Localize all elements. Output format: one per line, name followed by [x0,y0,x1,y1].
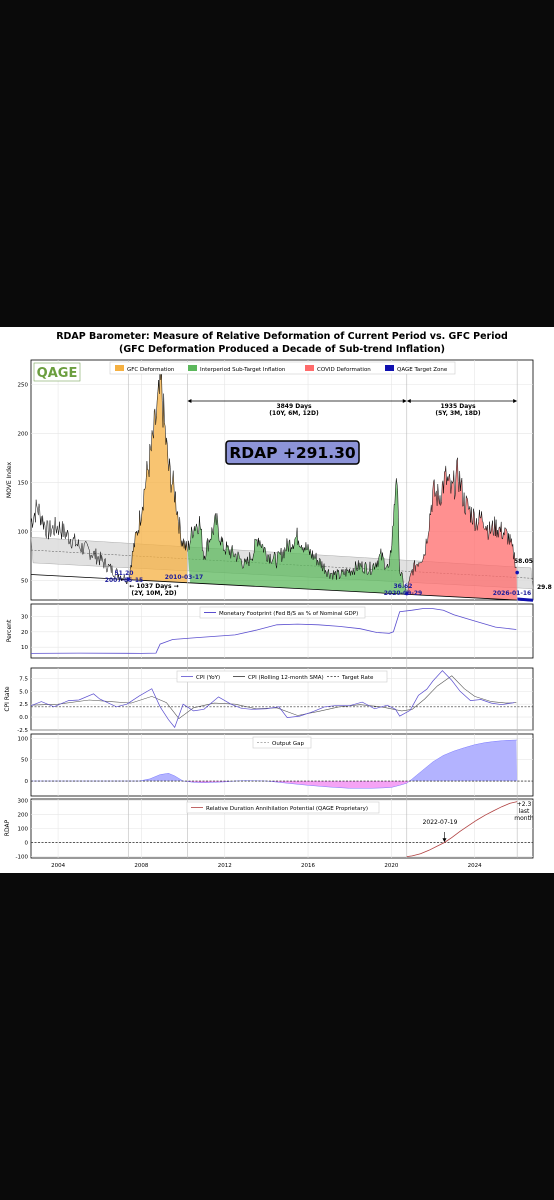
y-tick-label: 0.0 [19,715,28,721]
y-tick-label: 50 [21,578,28,584]
y-tick-label: 200 [18,812,29,818]
y-tick-label: 150 [18,480,29,486]
gap-legend: Output Gap [252,736,312,749]
gfc-duration: ← 1037 Days → [129,583,178,590]
y-tick-label: 250 [18,382,29,388]
low-2020-value: 36.62 [394,583,413,590]
cpi-ylabel: CPI Rate [4,686,11,712]
legend-swatch-covid [305,365,314,371]
move-panel-frame [30,359,534,601]
legend-interperiod: Interperiod Sub-Target Inflation [200,367,286,373]
legend-target: QAGE Target Zone [397,367,448,373]
output-gap-positive [31,740,518,782]
chart-subtitle: (GFC Deformation Produced a Decade of Su… [119,344,445,355]
cpi-yoy-line [30,670,515,729]
footprint-panel-frame [30,603,534,659]
date-2026: 2026-01-16 [493,590,531,597]
interperiod-arrow-head [187,399,192,403]
chart-figure: RDAP Barometer: Measure of Relative Defo… [0,327,554,873]
covid-arrow-head [406,399,411,403]
rdap-ylabel: RDAP [4,819,11,836]
output-gap-line [31,739,518,789]
y-tick-label: 100 [18,827,29,833]
target-zone [517,597,534,602]
legend-footprint: Monetary Footprint (Fed B/S as % of Nomi… [219,611,358,617]
legend-swatch-gfc [115,365,124,371]
covid-duration: 1935 Days [440,403,476,410]
low-2007-date: 2007-05-15 [105,577,143,584]
legend-swatch-target [385,365,394,371]
legend-gfc: GFC Deformation [127,367,175,373]
svg-text:RDAP +291.30: RDAP +291.30 [229,444,356,462]
y-tick-label: 10 [21,645,28,651]
legend-swatch-interperiod [188,365,197,371]
rdap-last-change-label: last month [514,808,534,822]
x-tick-label: 2024 [468,863,482,869]
footprint-line [30,608,517,654]
legend-target-rate: Target Rate [341,675,374,681]
rdap-legend: Relative Duration Annihilation Potential… [186,801,380,814]
y-tick-label: 30 [21,614,28,620]
output-gap-negative [31,781,518,789]
gfc-deformation-area [128,366,188,583]
low-2020-date: 2020-09-29 [384,590,422,597]
x-tick-label: 2020 [384,863,398,869]
y-tick-label: 20 [21,630,28,636]
rdap-last-change: +2.3 [517,801,532,808]
move-index-line [30,366,517,592]
interperiod-arrow-head [402,399,407,403]
gfc-duration-detail: (2Y, 10M, 2D) [131,590,176,597]
y-tick-label: 100 [18,736,29,742]
footprint-ylabel: Percent [6,619,13,642]
svg-text:QAGE: QAGE [37,366,78,381]
footprint-legend: Monetary Footprint (Fed B/S as % of Nomi… [199,606,366,619]
chart-title: RDAP Barometer: Measure of Relative Defo… [56,331,508,342]
low-marker [404,591,409,596]
legend-cpi-sma: CPI (Rolling 12-month SMA) [248,675,324,681]
rdap-date-annotation: 2022-07-19 [423,819,458,826]
y-tick-label: 5.0 [19,689,28,695]
last-move-value: 58.05 [514,558,533,565]
y-tick-label: 0 [25,779,29,785]
x-tick-label: 2004 [51,863,65,869]
y-tick-label: 0 [25,841,29,847]
target-value: 29.8 [537,584,552,591]
covid-duration-detail: (5Y, 3M, 18D) [435,410,480,417]
rdap-line [406,801,518,857]
low-2007-value: 51.20 [115,570,134,577]
floor-trendline [30,574,534,602]
legend-cpi-yoy: CPI (YoY) [196,675,220,681]
move-ylabel: MOVE Index [6,461,13,498]
move-legend: GFC Deformation Interperiod Sub-Target I… [109,361,456,375]
y-tick-label: 2.5 [19,702,28,708]
qage-logo: QAGE [33,362,81,382]
date-2010: 2010-03-17 [165,574,203,581]
y-tick-label: 7.5 [19,676,28,682]
y-tick-label: -2.5 [17,728,28,734]
rdap-badge: RDAP +291.30 [225,440,360,465]
interperiod-duration-detail: (10Y, 6M, 12D) [269,410,319,417]
y-tick-label: 50 [21,758,28,764]
legend-covid: COVID Deformation [317,367,371,373]
interperiod-duration: 3849 Days [276,403,312,410]
x-tick-label: 2016 [301,863,315,869]
x-tick-label: 2008 [134,863,148,869]
y-tick-label: 200 [18,431,29,437]
y-tick-label: 100 [18,529,29,535]
low-marker [515,570,519,575]
legend-rdap: Relative Duration Annihilation Potential… [206,806,368,812]
legend-output-gap: Output Gap [272,741,304,747]
x-tick-label: 2012 [218,863,232,869]
y-tick-label: -100 [16,855,29,861]
gap-panel-frame [30,733,534,797]
rdap-arrow-head [442,838,447,843]
low-marker [126,577,131,582]
y-tick-label: 300 [18,798,29,804]
covid-arrow-head [513,399,518,403]
cpi-legend: CPI (YoY) CPI (Rolling 12-month SMA) Tar… [176,670,388,683]
